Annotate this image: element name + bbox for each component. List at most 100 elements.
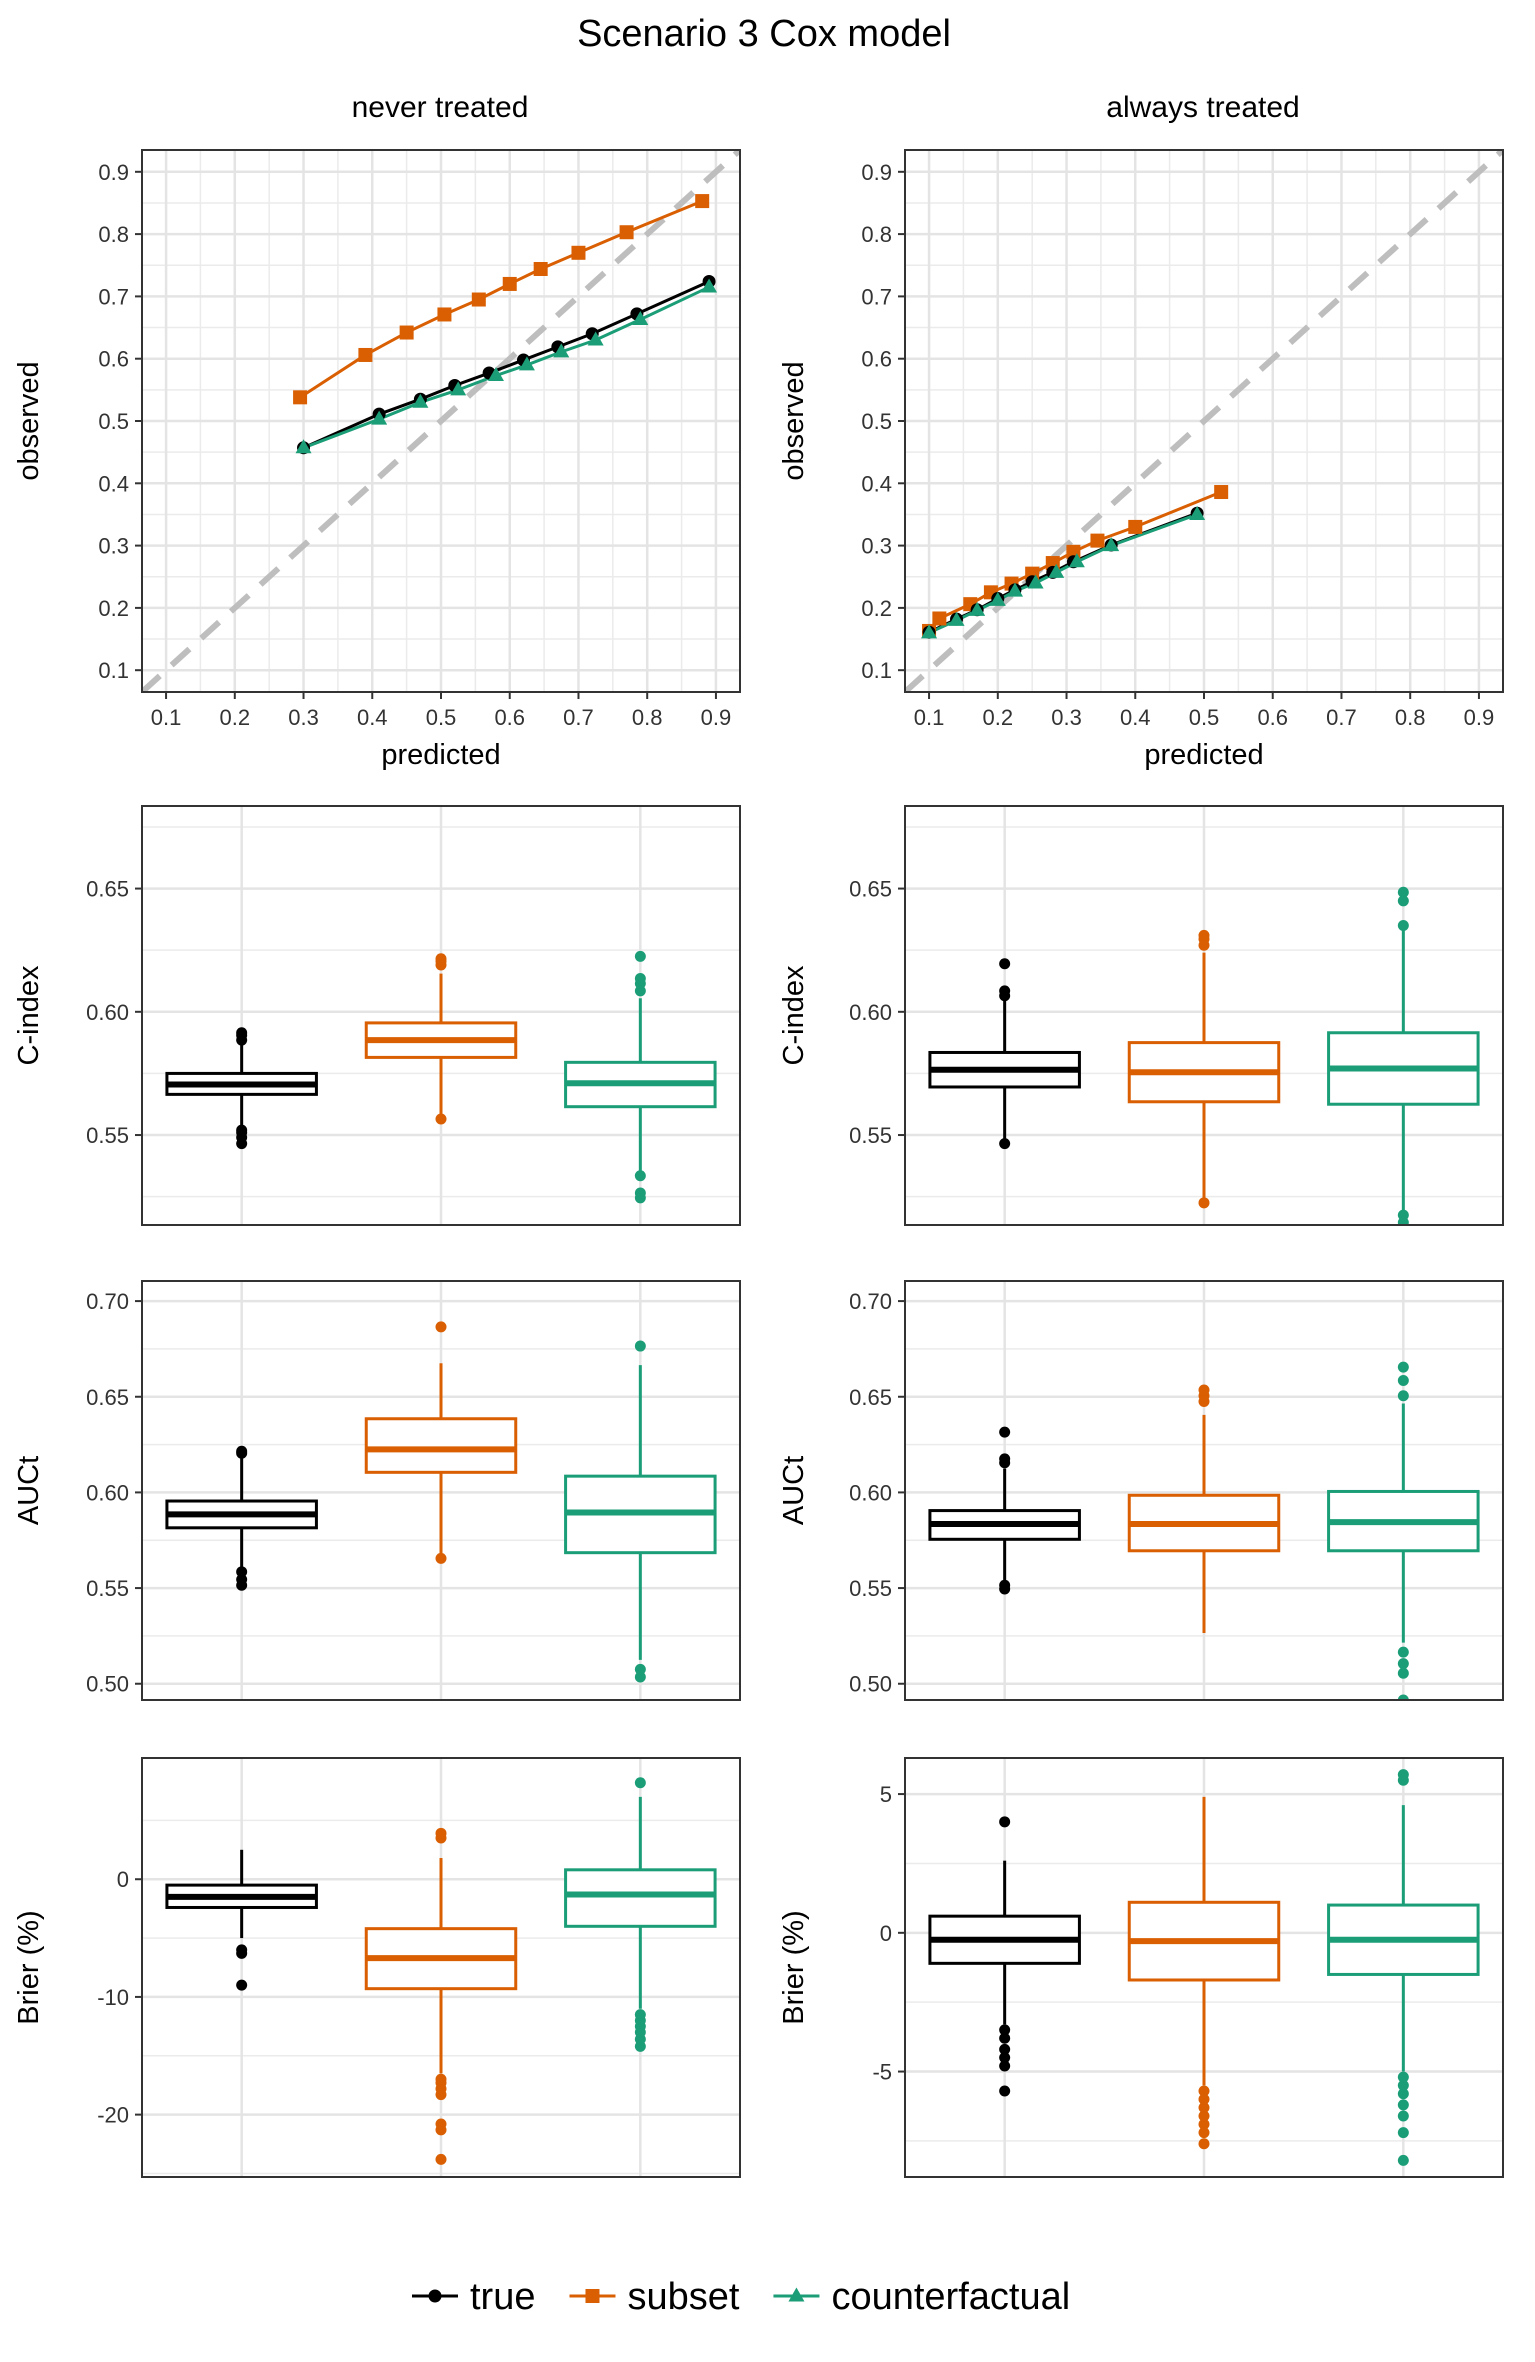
series-line-counterfactual (928, 513, 1198, 635)
legend-label: counterfactual (831, 2276, 1070, 2318)
boxes (165, 950, 717, 1204)
legend-item-counterfactual: counterfactual (773, 2276, 1070, 2318)
legend-item-subset: subset (569, 2276, 740, 2318)
outlier-point (999, 2024, 1011, 2036)
point-subset (437, 307, 452, 322)
outlier-point (634, 950, 646, 962)
point-subset (358, 347, 373, 362)
y-tick-label: 0.9 (861, 160, 892, 185)
outlier-point (1397, 886, 1409, 898)
boxes (928, 1769, 1480, 2166)
y-axis-label: Brier (%) (778, 1910, 810, 2024)
calibration-panel-never-treated: 0.1 0.2 0.3 0.4 0.5 0.6 0.7 0.8 0.9 0.1 0.2 0.3 0.4 0… (13, 149, 741, 771)
legend-key-marker (585, 2289, 600, 2303)
x-tick-label: 0.8 (1395, 705, 1426, 730)
legend-key-marker (788, 2287, 805, 2302)
outlier-point (634, 1187, 646, 1199)
outlier-point (999, 2043, 1011, 2055)
y-tick-label: 0.70 (849, 1289, 892, 1314)
x-tick-label: 0.9 (1464, 705, 1495, 730)
point-subset (695, 194, 710, 209)
point-subset (1090, 533, 1105, 548)
outlier-point (634, 1663, 646, 1675)
outlier-point (1397, 1667, 1409, 1679)
point-subset (533, 261, 548, 276)
y-tick-label: 0.6 (98, 347, 129, 372)
outlier-point (1397, 2127, 1409, 2139)
series-line-subset (299, 199, 703, 399)
box-counterfactual (564, 1777, 717, 2052)
x-tick-label: 0.7 (563, 705, 594, 730)
box-subset (364, 953, 518, 1125)
outlier-point (435, 2153, 447, 2165)
y-tick-label: 0.2 (98, 596, 129, 621)
box-counterfactual (1327, 886, 1480, 1225)
y-tick-label: 0.1 (861, 658, 892, 683)
y-tick-label: 0.8 (861, 222, 892, 247)
outlier-point (634, 1340, 646, 1352)
outlier-point (999, 1453, 1011, 1465)
cindex-panel-always-treated: 0.55 0.60 0.65 C-index (778, 805, 1504, 1226)
y-tick-label: 0.4 (861, 471, 892, 496)
outlier-point (999, 1579, 1011, 1591)
series-line-true (302, 280, 710, 450)
outlier-point (1198, 929, 1210, 941)
outlier-point (236, 1124, 248, 1136)
panel-border (141, 1757, 741, 2178)
outlier-point (435, 1827, 447, 1839)
y-tick-label: 0.50 (849, 1672, 892, 1697)
y-axis-label: AUCt (13, 1456, 45, 1525)
x-axis-label: predicted (1144, 739, 1263, 771)
y-tick-label: -20 (97, 2103, 129, 2128)
auct-panel-always-treated: 0.50 0.55 0.60 0.65 0.70 AUCt (778, 1280, 1504, 1701)
boxes (165, 1777, 717, 2165)
y-tick-label: 0.55 (849, 1123, 892, 1148)
outlier-point (236, 1566, 248, 1578)
x-tick-label: 0.4 (357, 705, 388, 730)
column-title-always-treated: always treated (1106, 91, 1299, 124)
outlier-point (1397, 1658, 1409, 1670)
y-tick-label: 0.60 (86, 1480, 129, 1505)
outlier-point (1198, 2127, 1210, 2139)
y-tick-label: 0.70 (86, 1289, 129, 1314)
y-axis-label: Brier (%) (13, 1910, 45, 2024)
outlier-point (1198, 2138, 1210, 2150)
point-counterfactual (412, 393, 429, 408)
point-counterfactual (371, 410, 388, 425)
box-counterfactual (1327, 1361, 1480, 1700)
column-title-never-treated: never treated (352, 91, 529, 124)
gridlines (905, 150, 1503, 692)
point-counterfactual (450, 381, 467, 396)
point-counterfactual (553, 343, 570, 358)
y-tick-label: 0.5 (98, 409, 129, 434)
x-tick-label: 0.7 (1326, 705, 1357, 730)
y-tick-label: 0.55 (86, 1576, 129, 1601)
y-tick-label: 0.6 (861, 347, 892, 372)
outlier-point (1397, 2079, 1409, 2091)
outlier-point (236, 1979, 248, 1991)
brier-panel-always-treated: -5 0 5 Brier (%) (778, 1757, 1504, 2178)
box-subset (1127, 1796, 1281, 2150)
outlier-point (1397, 2110, 1409, 2122)
outlier-point (999, 1138, 1011, 1150)
point-counterfactual (969, 601, 986, 616)
y-tick-label: -5 (872, 2060, 892, 2085)
box-counterfactual (1327, 1769, 1480, 2166)
x-tick-label: 0.5 (1189, 705, 1220, 730)
y-tick-label: 5 (880, 1782, 892, 1807)
y-tick-label: 0.7 (861, 284, 892, 309)
y-tick-label: 0.3 (98, 534, 129, 559)
outlier-point (1198, 1384, 1210, 1396)
outlier-point (1397, 1694, 1409, 1700)
outlier-point (435, 1321, 447, 1333)
outlier-point (634, 1170, 646, 1182)
box-subset (364, 1827, 518, 2165)
outlier-point (1397, 1209, 1409, 1221)
point-counterfactual (948, 611, 965, 626)
panel-border (904, 149, 1504, 693)
point-counterfactual (632, 310, 649, 325)
boxes (928, 886, 1480, 1225)
x-tick-label: 0.5 (426, 705, 457, 730)
outlier-point (1198, 1197, 1210, 1209)
